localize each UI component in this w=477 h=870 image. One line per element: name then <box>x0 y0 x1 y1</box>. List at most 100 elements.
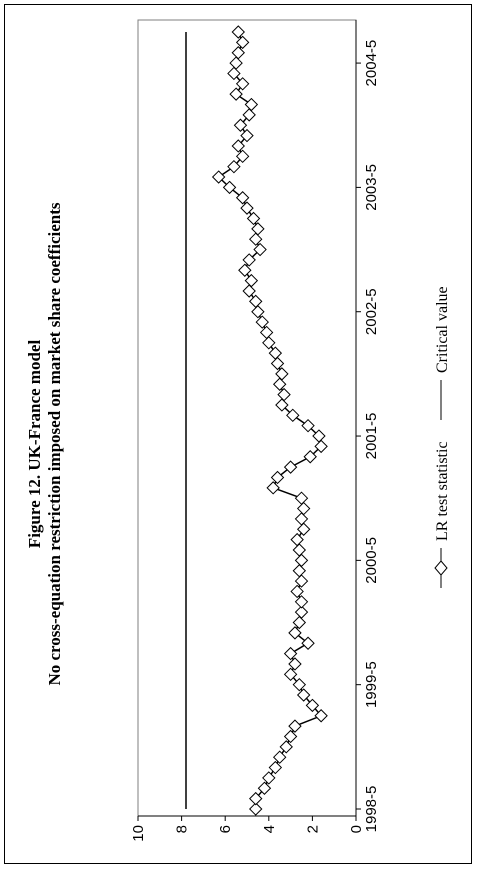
value-axis-ticks: 0 2 4 6 8 10 <box>130 816 365 842</box>
lr-data-point <box>283 646 298 661</box>
lr-data-point <box>211 170 226 184</box>
legend-critical-label: Critical value <box>434 286 451 373</box>
time-tick-label: 1999-5 <box>363 661 380 708</box>
lr-data-point <box>262 336 276 350</box>
lr-data-point <box>296 522 311 536</box>
lr-data-point <box>244 97 259 112</box>
lr-data-point <box>288 719 302 733</box>
lr-data-point <box>301 418 315 433</box>
lr-data-point <box>290 532 304 547</box>
lr-data-point <box>314 439 328 454</box>
legend-lr-label: LR test statistic <box>434 441 451 541</box>
time-tick-label: 2003-5 <box>363 164 380 211</box>
lr-data-point <box>238 263 252 277</box>
lr-data-point <box>268 346 283 360</box>
lr-data-point <box>303 450 317 464</box>
lr-data-point <box>301 636 315 650</box>
lr-data-point <box>288 657 302 671</box>
lr-data-point <box>235 191 250 205</box>
lr-data-point <box>314 709 328 723</box>
lr-data-point <box>251 305 265 319</box>
lr-data-point <box>259 325 274 340</box>
series-layer <box>185 25 328 816</box>
lr-data-point <box>305 698 320 713</box>
lr-data-point <box>288 626 302 640</box>
lr-data-point <box>233 118 248 132</box>
lr-data-point <box>235 149 250 164</box>
lr-data-point <box>249 232 263 246</box>
lr-data-point <box>242 284 256 298</box>
lr-data-point <box>244 273 259 288</box>
lr-data-point <box>279 740 293 754</box>
lr-data-point <box>249 791 263 806</box>
lr-data-point <box>227 66 241 81</box>
value-tick-label: 2 <box>304 825 321 833</box>
lr-data-point <box>246 211 261 226</box>
lr-data-point <box>257 781 272 795</box>
lr-data-point <box>255 315 269 329</box>
lr-data-point <box>283 729 298 744</box>
lr-data-point <box>292 564 307 578</box>
lr-data-point <box>242 108 256 122</box>
lr-data-point <box>253 242 267 257</box>
lr-data-point <box>242 253 256 267</box>
lr-data-point <box>294 491 309 505</box>
lr-data-point <box>292 677 307 692</box>
title-block: Figure 12. UK-France model No cross-equa… <box>25 202 64 685</box>
lr-data-point <box>240 128 254 143</box>
lr-data-point <box>251 222 265 236</box>
chart-subtitle: No cross-equation restriction imposed on… <box>45 202 64 685</box>
lr-data-point <box>292 543 307 557</box>
lr-data-point <box>240 201 254 215</box>
time-axis-ticks: 1998-5 1999-5 2000-5 2001-5 2002-5 2003-5 2004… <box>356 40 380 833</box>
lr-data-point <box>283 667 298 682</box>
lr-data-point <box>249 802 263 816</box>
time-tick-label: 2000-5 <box>363 537 380 584</box>
value-tick-label: 0 <box>348 825 365 833</box>
chart-title: Figure 12. UK-France model <box>25 340 44 549</box>
time-tick-label: 1998-5 <box>363 786 380 833</box>
lr-data-point <box>262 771 276 785</box>
legend: LR test statistic Critical value <box>434 286 451 588</box>
value-tick-label: 10 <box>130 825 147 842</box>
lr-data-point <box>249 294 263 309</box>
lr-data-point <box>292 615 307 630</box>
lr-data-point <box>283 460 298 474</box>
figure-frame <box>4 4 472 864</box>
lr-data-point <box>296 501 311 516</box>
time-tick-label: 2001-5 <box>363 413 380 460</box>
lr-data-point <box>312 429 326 443</box>
lr-data-point <box>296 688 311 702</box>
lr-data-point <box>266 481 280 495</box>
lr-data-point <box>294 595 309 609</box>
lr-data-point <box>229 87 243 101</box>
lr-data-point <box>294 553 309 568</box>
lr-data-point <box>294 512 309 526</box>
lr-data-point <box>231 46 245 60</box>
lr-data-point <box>270 356 285 371</box>
lr-data-point <box>235 35 250 50</box>
lr-data-point <box>275 367 289 381</box>
lr-data-point <box>277 387 291 402</box>
lr-data-point <box>231 25 245 39</box>
lr-data-point <box>286 408 300 423</box>
lr-data-point <box>270 470 285 485</box>
lr-data-point <box>229 56 243 70</box>
value-tick-label: 4 <box>261 825 278 833</box>
lr-data-point <box>290 584 304 599</box>
time-tick-label: 2004-5 <box>363 40 380 87</box>
lr-data-point <box>231 139 245 153</box>
lr-data-point <box>272 750 287 764</box>
lr-test-statistic-line <box>217 31 323 809</box>
lr-data-point <box>294 574 309 588</box>
lr-data-point <box>294 605 309 619</box>
lr-data-point <box>272 377 287 391</box>
lr-data-point <box>235 77 250 91</box>
lr-data-point <box>275 398 289 412</box>
lr-data-point <box>268 760 283 775</box>
lr-data-point <box>222 180 237 195</box>
time-tick-label: 2002-5 <box>363 288 380 335</box>
lr-data-point <box>227 159 241 174</box>
legend-lr-marker <box>434 560 448 576</box>
